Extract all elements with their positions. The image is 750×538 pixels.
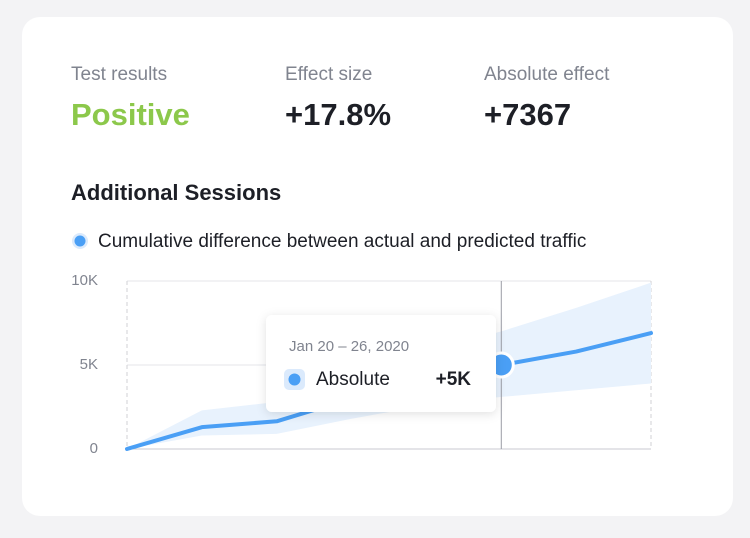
tooltip-value: +5K: [436, 369, 472, 390]
tooltip-label: Absolute: [316, 369, 390, 390]
metric-value: Positive: [71, 97, 190, 132]
y-tick-label: 5K: [80, 356, 98, 373]
y-tick-label: 0: [90, 440, 98, 457]
legend-dot: [74, 235, 86, 247]
tooltip-box: [266, 315, 496, 412]
chart-title: Additional Sessions: [71, 180, 281, 205]
metric-value: +7367: [484, 97, 571, 132]
metric-label: Absolute effect: [484, 64, 610, 85]
tooltip-title: Jan 20 – 26, 2020: [289, 338, 409, 355]
metric-label: Effect size: [285, 64, 372, 85]
card: [22, 17, 733, 516]
tooltip: Jan 20 – 26, 2020 Absolute +5K: [266, 315, 496, 412]
metric-label: Test results: [71, 64, 167, 85]
y-tick-label: 10K: [71, 272, 98, 289]
tooltip-dot: [288, 373, 301, 386]
metric-value: +17.8%: [285, 97, 391, 132]
legend-label: Cumulative difference between actual and…: [98, 231, 586, 252]
